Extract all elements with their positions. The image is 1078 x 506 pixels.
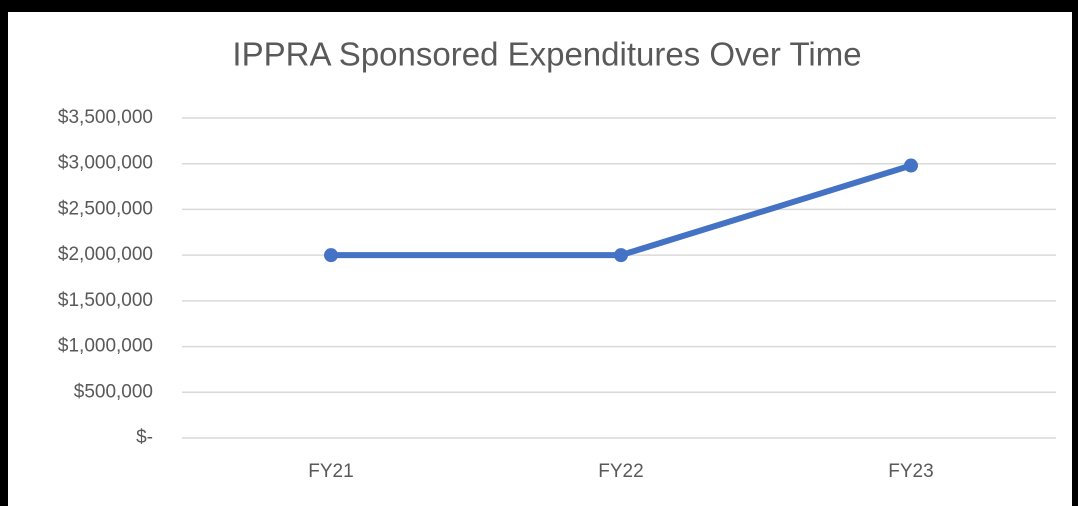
frame-top <box>0 0 1078 12</box>
y-tick-label: $500,000 <box>74 381 153 402</box>
point <box>324 248 338 263</box>
point <box>904 158 918 173</box>
y-tick-label: $3,000,000 <box>58 153 153 174</box>
x-tick-label: FY21 <box>308 461 353 482</box>
y-tick-label: $2,500,000 <box>58 198 153 219</box>
y-tick-label: $1,500,000 <box>58 290 153 311</box>
y-tick-label: $- <box>136 427 153 448</box>
chart-title: IPPRA Sponsored Expenditures Over Time <box>232 36 861 73</box>
frame-left <box>0 0 8 506</box>
y-tick-label: $2,000,000 <box>58 244 153 265</box>
x-tick-label: FY23 <box>888 461 933 482</box>
y-tick-label: $3,500,000 <box>58 107 153 128</box>
y-tick-label: $1,000,000 <box>58 336 153 357</box>
x-tick-label: FY22 <box>598 461 643 482</box>
frame-right <box>1072 0 1078 506</box>
point <box>614 248 628 263</box>
